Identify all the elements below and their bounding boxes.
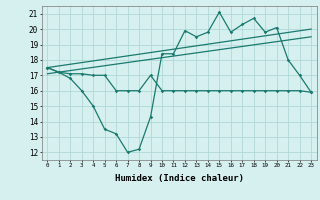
X-axis label: Humidex (Indice chaleur): Humidex (Indice chaleur) — [115, 174, 244, 183]
